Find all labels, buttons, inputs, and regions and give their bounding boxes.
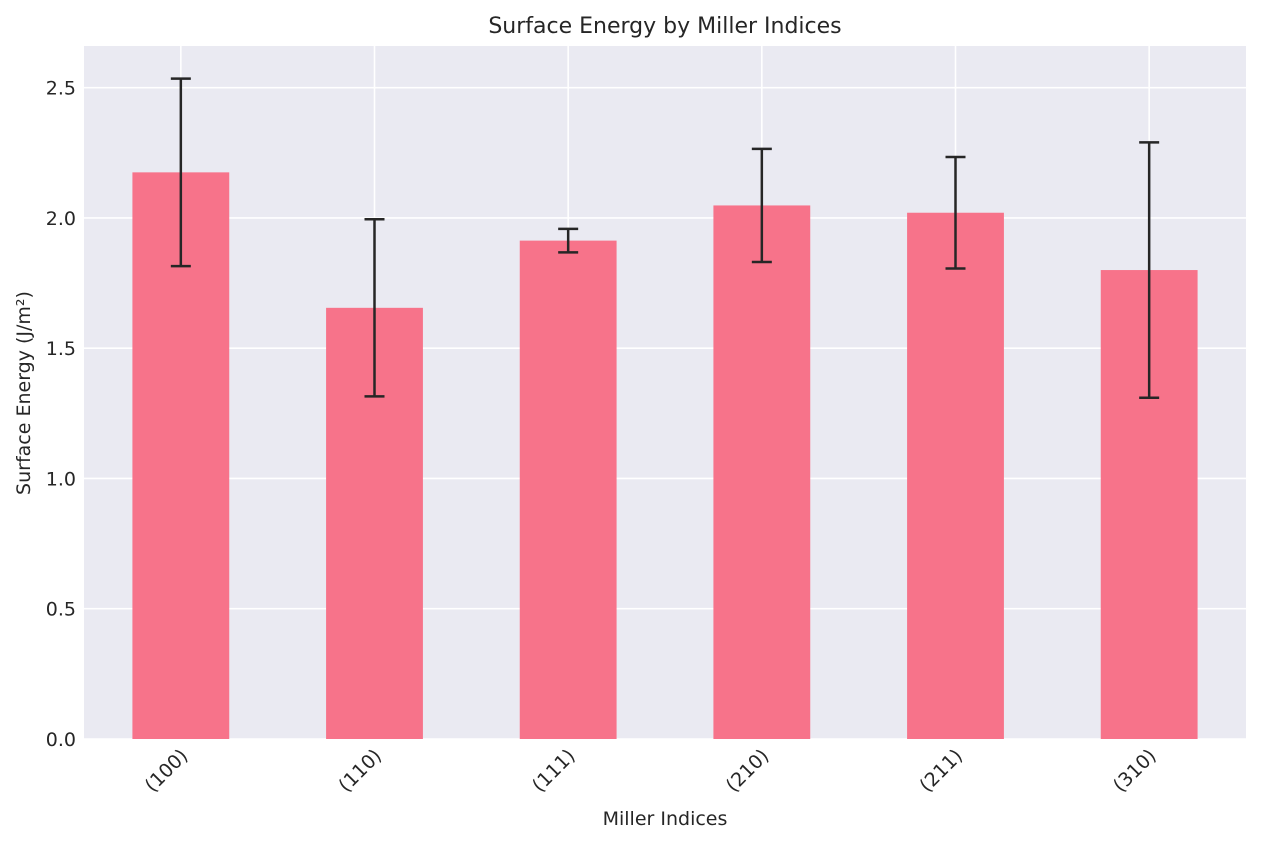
bar — [713, 205, 811, 739]
x-tick-label: (210) — [722, 745, 774, 797]
y-tick-label: 2.0 — [46, 208, 76, 230]
y-tick-label: 1.5 — [46, 338, 76, 360]
x-tick-label: (111) — [528, 745, 580, 797]
x-tick-label: (310) — [1109, 745, 1161, 797]
x-axis-label: Miller Indices — [603, 808, 728, 830]
error-bars — [170, 77, 1160, 399]
x-tick-label: (100) — [141, 745, 193, 797]
error-bar — [170, 77, 191, 268]
bar — [907, 212, 1004, 740]
bar — [519, 240, 617, 739]
error-bar — [945, 155, 966, 270]
y-tick-labels: 0.0 0.5 1.0 1.5 2.0 2.5 — [46, 78, 76, 751]
x-tick-labels: (100) (110) (111) (210) (211) (310) — [141, 745, 1161, 797]
error-bar — [1139, 141, 1160, 399]
bars — [132, 172, 1198, 740]
chart-title: Surface Energy by Miller Indices — [488, 14, 841, 39]
x-tick-label: (110) — [334, 745, 386, 797]
error-bar — [558, 227, 579, 254]
y-tick-label: 1.0 — [46, 468, 76, 490]
error-bar — [751, 147, 772, 264]
y-tick-label: 0.5 — [46, 599, 76, 621]
x-tick-label: (211) — [915, 745, 967, 797]
y-tick-label: 2.5 — [46, 78, 76, 100]
plot-area — [84, 46, 1246, 739]
y-axis-label: Surface Energy (J/m²) — [13, 291, 35, 495]
y-tick-label: 0.0 — [46, 729, 76, 751]
error-bar — [364, 218, 385, 398]
